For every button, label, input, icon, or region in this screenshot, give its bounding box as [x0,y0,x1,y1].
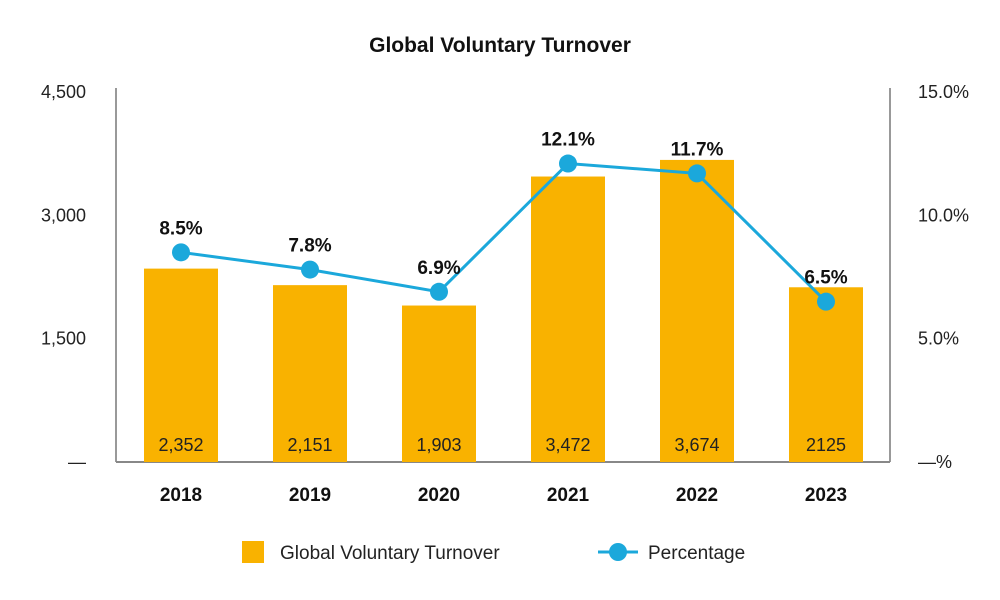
bar-value-label: 1,903 [416,435,461,455]
bar [402,305,476,462]
line-series-group: 8.5% 7.8% 6.9% 12.1% 11.7% 6.5% [159,130,848,311]
percentage-point [817,292,835,311]
y-left-tick-label: 1,500 [41,329,86,349]
percentage-label: 8.5% [159,218,202,239]
bar-value-label: 3,674 [674,435,719,455]
legend-bar-label: Global Voluntary Turnover [280,543,500,564]
bar [144,268,218,462]
percentage-point [688,164,706,183]
x-tick-label: 2022 [676,485,718,506]
bar-value-label: 2,352 [158,435,203,455]
x-tick-label: 2019 [289,485,331,506]
percentage-label: 11.7% [671,139,724,160]
x-tick-label: 2018 [160,485,202,506]
y-right-tick-label: 5.0% [918,329,959,349]
bar-value-label: 2,151 [287,435,332,455]
bar-value-label: 2125 [806,435,846,455]
x-tick-label: 2023 [805,485,847,506]
bar-value-label: 3,472 [545,435,590,455]
legend-line-marker [609,543,627,561]
chart-title: Global Voluntary Turnover [369,34,631,57]
y-right-tick-label: —% [918,452,952,472]
legend: Global Voluntary Turnover Percentage [242,541,745,564]
percentage-label: 12.1% [541,130,595,151]
y-right-tick-label: 15.0% [918,82,969,102]
percentage-point [559,154,577,173]
percentage-point [172,243,190,262]
bars-group: 2,352 2,151 1,903 3,472 3,674 2125 [144,159,863,462]
x-tick-label: 2020 [418,485,460,506]
bar [273,285,347,462]
x-tick-label: 2021 [547,485,590,506]
y-right-tick-label: 10.0% [918,205,969,225]
percentage-label: 6.9% [417,258,460,279]
axes: — 1,500 3,000 4,500 —% 5.0% 10.0% 15.0% 2018 2019… [41,82,969,506]
percentage-label: 7.8% [288,236,331,257]
percentage-label: 6.5% [804,268,847,289]
legend-bar-swatch [242,541,264,563]
y-left-tick-label: 4,500 [41,82,86,102]
percentage-point [430,282,448,301]
y-left-tick-label: 3,000 [41,205,86,225]
percentage-line [180,161,828,303]
legend-line-label: Percentage [648,543,745,564]
bar [660,159,734,462]
percentage-point [301,260,319,279]
y-left-tick-label: — [68,452,86,472]
bar [531,176,605,462]
bar [789,287,863,462]
